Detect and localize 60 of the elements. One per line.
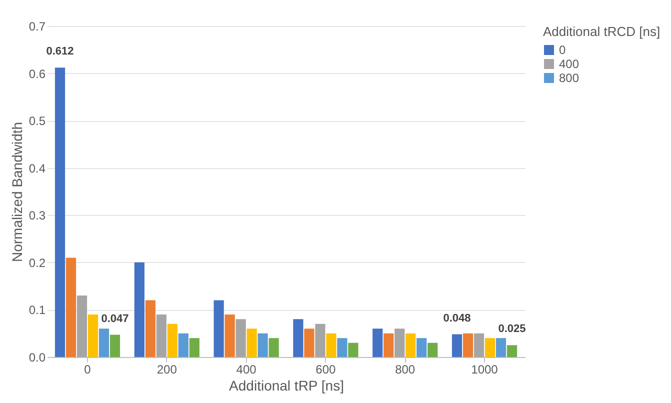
y-axis-title: Normalized Bandwidth [8,122,25,262]
bar [167,324,178,357]
bar [384,333,394,357]
x-tick-label: 1000 [471,362,498,376]
bar [293,319,304,357]
legend-label: 400 [559,57,580,71]
bar [348,342,358,357]
y-tick-label: 0.4 [28,161,46,176]
x-tick-label: 0 [84,362,92,376]
bar [236,319,246,357]
bar [506,345,518,357]
y-tick-label: 0.1 [28,303,46,318]
bar [66,258,76,357]
y-tick-label: 0.0 [28,350,46,364]
bar [224,314,235,357]
y-tick-label: 0.2 [28,256,46,270]
y-tick-label: 0.7 [28,20,46,34]
bar [258,333,268,357]
y-tick-label: 0.6 [28,66,46,81]
legend-title: Additional tRCD [ns] [543,24,660,39]
bar [326,333,336,357]
data-label: 0.025 [498,323,526,336]
data-label: 0.048 [443,312,471,324]
bar [178,333,188,357]
y-tick-label: 0.5 [28,114,46,128]
bar [304,328,314,357]
x-tick-label: 800 [395,362,416,376]
bar [372,328,383,357]
bar [496,338,506,357]
x-axis-title: Additional tRP [ns] [229,378,344,394]
bar [268,338,279,357]
data-label: 0.612 [46,46,74,58]
bar [462,333,474,357]
bar [110,334,120,357]
legend-label: 0 [559,43,566,57]
data-label: 0.047 [101,312,129,325]
bar [428,342,438,357]
bar [452,334,462,357]
bar [214,300,224,357]
x-tick-label: 600 [316,362,336,376]
x-tick-label: 200 [156,362,178,376]
bar [156,314,166,357]
bar [394,328,405,357]
bar [88,314,98,357]
legend-label: 800 [559,71,580,85]
bar [315,324,326,357]
x-tick-label: 400 [236,362,257,376]
bar [134,262,144,357]
bar [98,328,110,357]
bar [484,338,496,357]
y-tick-label: 0.3 [28,208,46,223]
bar [54,68,66,357]
bar [474,333,484,357]
bar [246,328,257,357]
bar [145,300,156,357]
bar [76,296,88,357]
bar [406,333,416,357]
bar [337,338,348,357]
bar [416,338,427,357]
bar [189,338,200,357]
